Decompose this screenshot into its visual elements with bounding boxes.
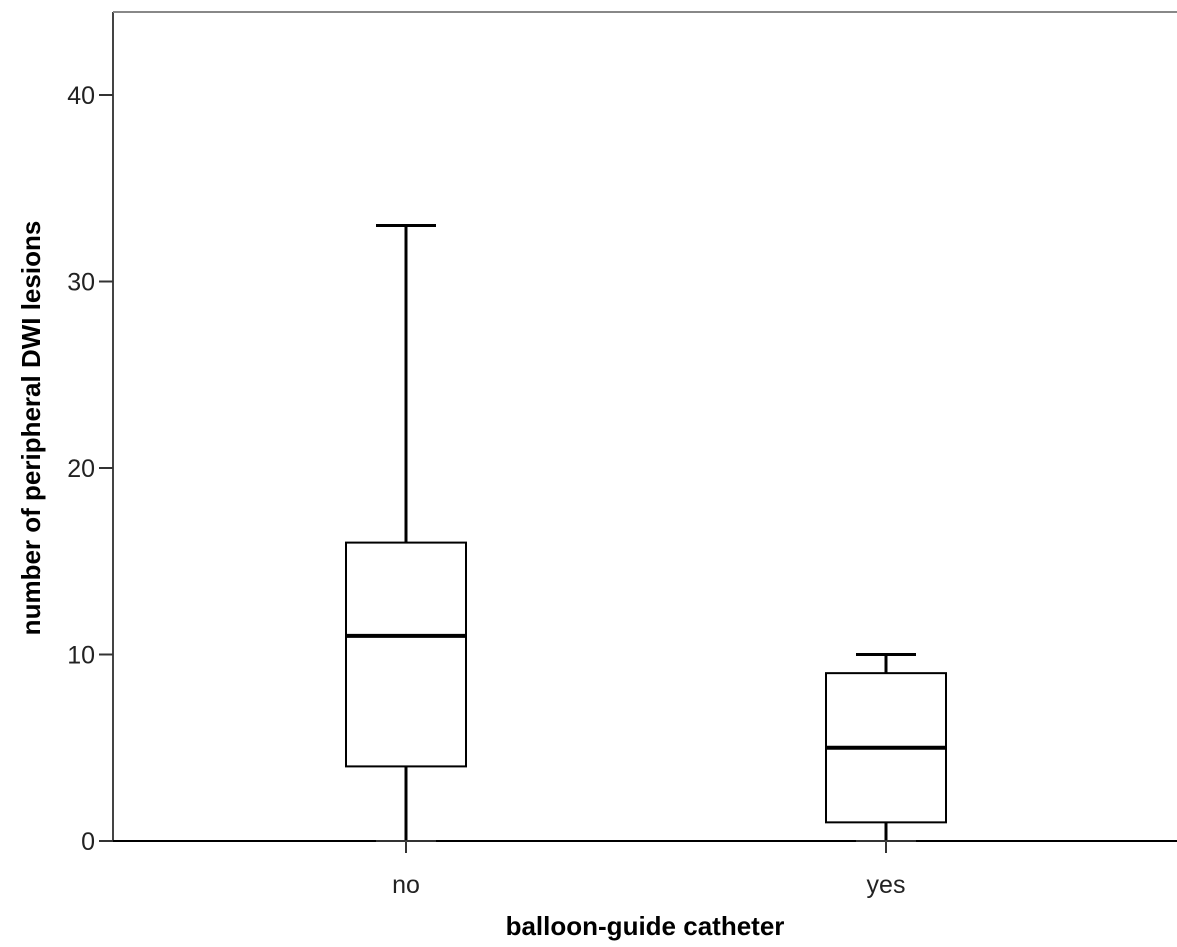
y-tick-label: 20 bbox=[67, 455, 95, 483]
boxes bbox=[345, 224, 947, 842]
x-axis: no yes bbox=[392, 841, 905, 899]
y-tick-label: 30 bbox=[67, 269, 95, 297]
x-axis-title: balloon-guide catheter bbox=[506, 911, 785, 941]
y-axis-title: number of peripheral DWI lesions bbox=[16, 221, 46, 636]
plot-frame bbox=[112, 11, 1177, 842]
iqr-box bbox=[345, 541, 467, 768]
y-axis: 0 10 20 30 40 bbox=[67, 82, 113, 856]
x-tick-label: no bbox=[392, 871, 420, 899]
x-tick-label: yes bbox=[867, 871, 906, 899]
box-yes bbox=[825, 653, 947, 842]
box-no bbox=[345, 224, 467, 842]
y-tick-label: 0 bbox=[81, 828, 95, 856]
y-tick-label: 40 bbox=[67, 82, 95, 110]
y-tick-label: 10 bbox=[67, 642, 95, 670]
